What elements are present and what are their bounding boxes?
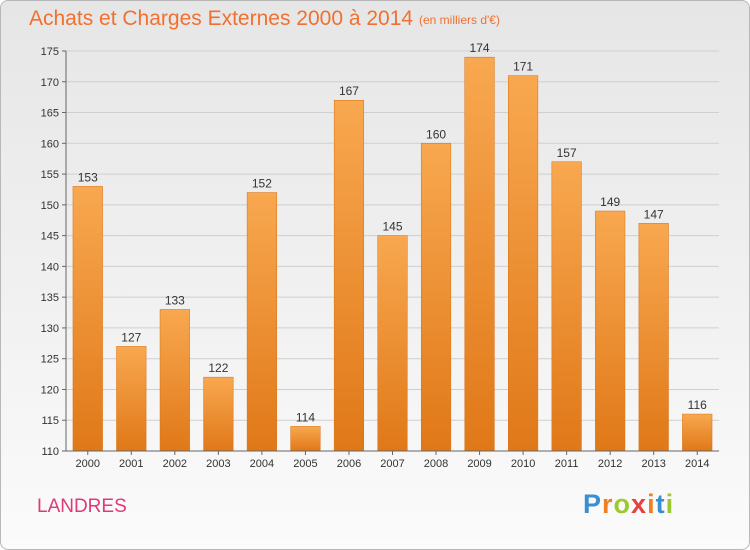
x-tick-label-2001: 2001 — [119, 458, 143, 470]
bar-2007 — [377, 235, 408, 452]
x-tick-label-2003: 2003 — [206, 458, 230, 470]
bar-2013 — [638, 223, 669, 452]
x-tick-label-2005: 2005 — [293, 458, 317, 470]
bar-2010 — [508, 75, 539, 452]
y-tick-label: 175 — [41, 46, 59, 58]
bar-2003 — [203, 376, 234, 452]
x-tick-label-2011: 2011 — [555, 458, 579, 470]
data-label-2008: 160 — [426, 127, 446, 141]
data-label-2011: 157 — [557, 146, 577, 160]
bar-2014 — [682, 413, 713, 452]
data-label-2002: 133 — [165, 293, 185, 307]
data-label-2004: 152 — [252, 177, 272, 191]
logo-letter: P — [583, 489, 603, 519]
y-tick-label: 160 — [41, 138, 59, 150]
y-tick-label: 120 — [41, 384, 59, 396]
data-label-2005: 114 — [296, 410, 315, 424]
y-tick-label: 150 — [41, 200, 59, 212]
bar-2011 — [551, 161, 582, 452]
data-label-2009: 174 — [470, 41, 490, 55]
bar-2002 — [159, 309, 190, 452]
y-tick-label: 115 — [41, 415, 59, 427]
data-label-2012: 149 — [600, 195, 620, 209]
bar-2012 — [595, 210, 626, 452]
y-tick-label: 110 — [41, 446, 59, 458]
x-tick-label-2006: 2006 — [337, 458, 361, 470]
data-label-2007: 145 — [382, 220, 402, 234]
logo-letter: i — [665, 489, 675, 519]
logo-letter: x — [631, 489, 648, 519]
logo-letter: o — [613, 489, 632, 519]
data-label-2014: 116 — [688, 398, 707, 412]
x-tick-label-2007: 2007 — [380, 458, 404, 470]
data-label-2013: 147 — [644, 207, 664, 221]
y-tick-label: 140 — [41, 261, 59, 273]
logo-letter: t — [655, 489, 666, 519]
chart-title: Achats et Charges Externes 2000 à 2014 — [29, 7, 414, 30]
bar-2001 — [116, 346, 147, 452]
x-tick-label-2014: 2014 — [685, 458, 709, 470]
data-label-2000: 153 — [78, 170, 98, 184]
logo-letter: r — [602, 489, 614, 519]
x-tick-label-2013: 2013 — [641, 458, 665, 470]
y-tick-label: 145 — [41, 231, 59, 243]
x-tick-label-2008: 2008 — [424, 458, 448, 470]
data-label-2003: 122 — [208, 361, 228, 375]
data-label-2006: 167 — [339, 84, 359, 98]
x-tick-label-2000: 2000 — [76, 458, 100, 470]
y-tick-label: 155 — [41, 169, 59, 181]
x-tick-label-2002: 2002 — [163, 458, 187, 470]
bar-2008 — [420, 143, 452, 452]
data-label-2010: 171 — [513, 60, 533, 74]
bar-2005 — [290, 426, 321, 452]
x-tick-label-2012: 2012 — [598, 458, 622, 470]
bar-2000 — [72, 186, 103, 452]
bar-2009 — [464, 56, 495, 452]
bar-2006 — [333, 99, 365, 452]
y-tick-label: 170 — [41, 77, 59, 89]
y-tick-label: 165 — [41, 108, 59, 120]
x-tick-label-2004: 2004 — [250, 458, 274, 470]
bar-2004 — [246, 192, 277, 452]
data-label-2001: 127 — [121, 330, 141, 344]
x-tick-label-2010: 2010 — [511, 458, 535, 470]
bar-chart: 153 127 133 122 152 114 167 145 160 174 171 157 149 1… — [41, 41, 719, 470]
y-tick-label: 130 — [41, 323, 59, 335]
y-tick-label: 125 — [41, 354, 59, 366]
proxiti-logo: Proxiti — [583, 489, 674, 520]
logo-letter: i — [647, 489, 656, 519]
commune-name: LANDRES — [37, 496, 127, 517]
x-tick-label-2009: 2009 — [467, 458, 491, 470]
y-tick-label: 135 — [41, 292, 59, 304]
chart-subtitle: (en milliers d'€) — [419, 13, 500, 27]
